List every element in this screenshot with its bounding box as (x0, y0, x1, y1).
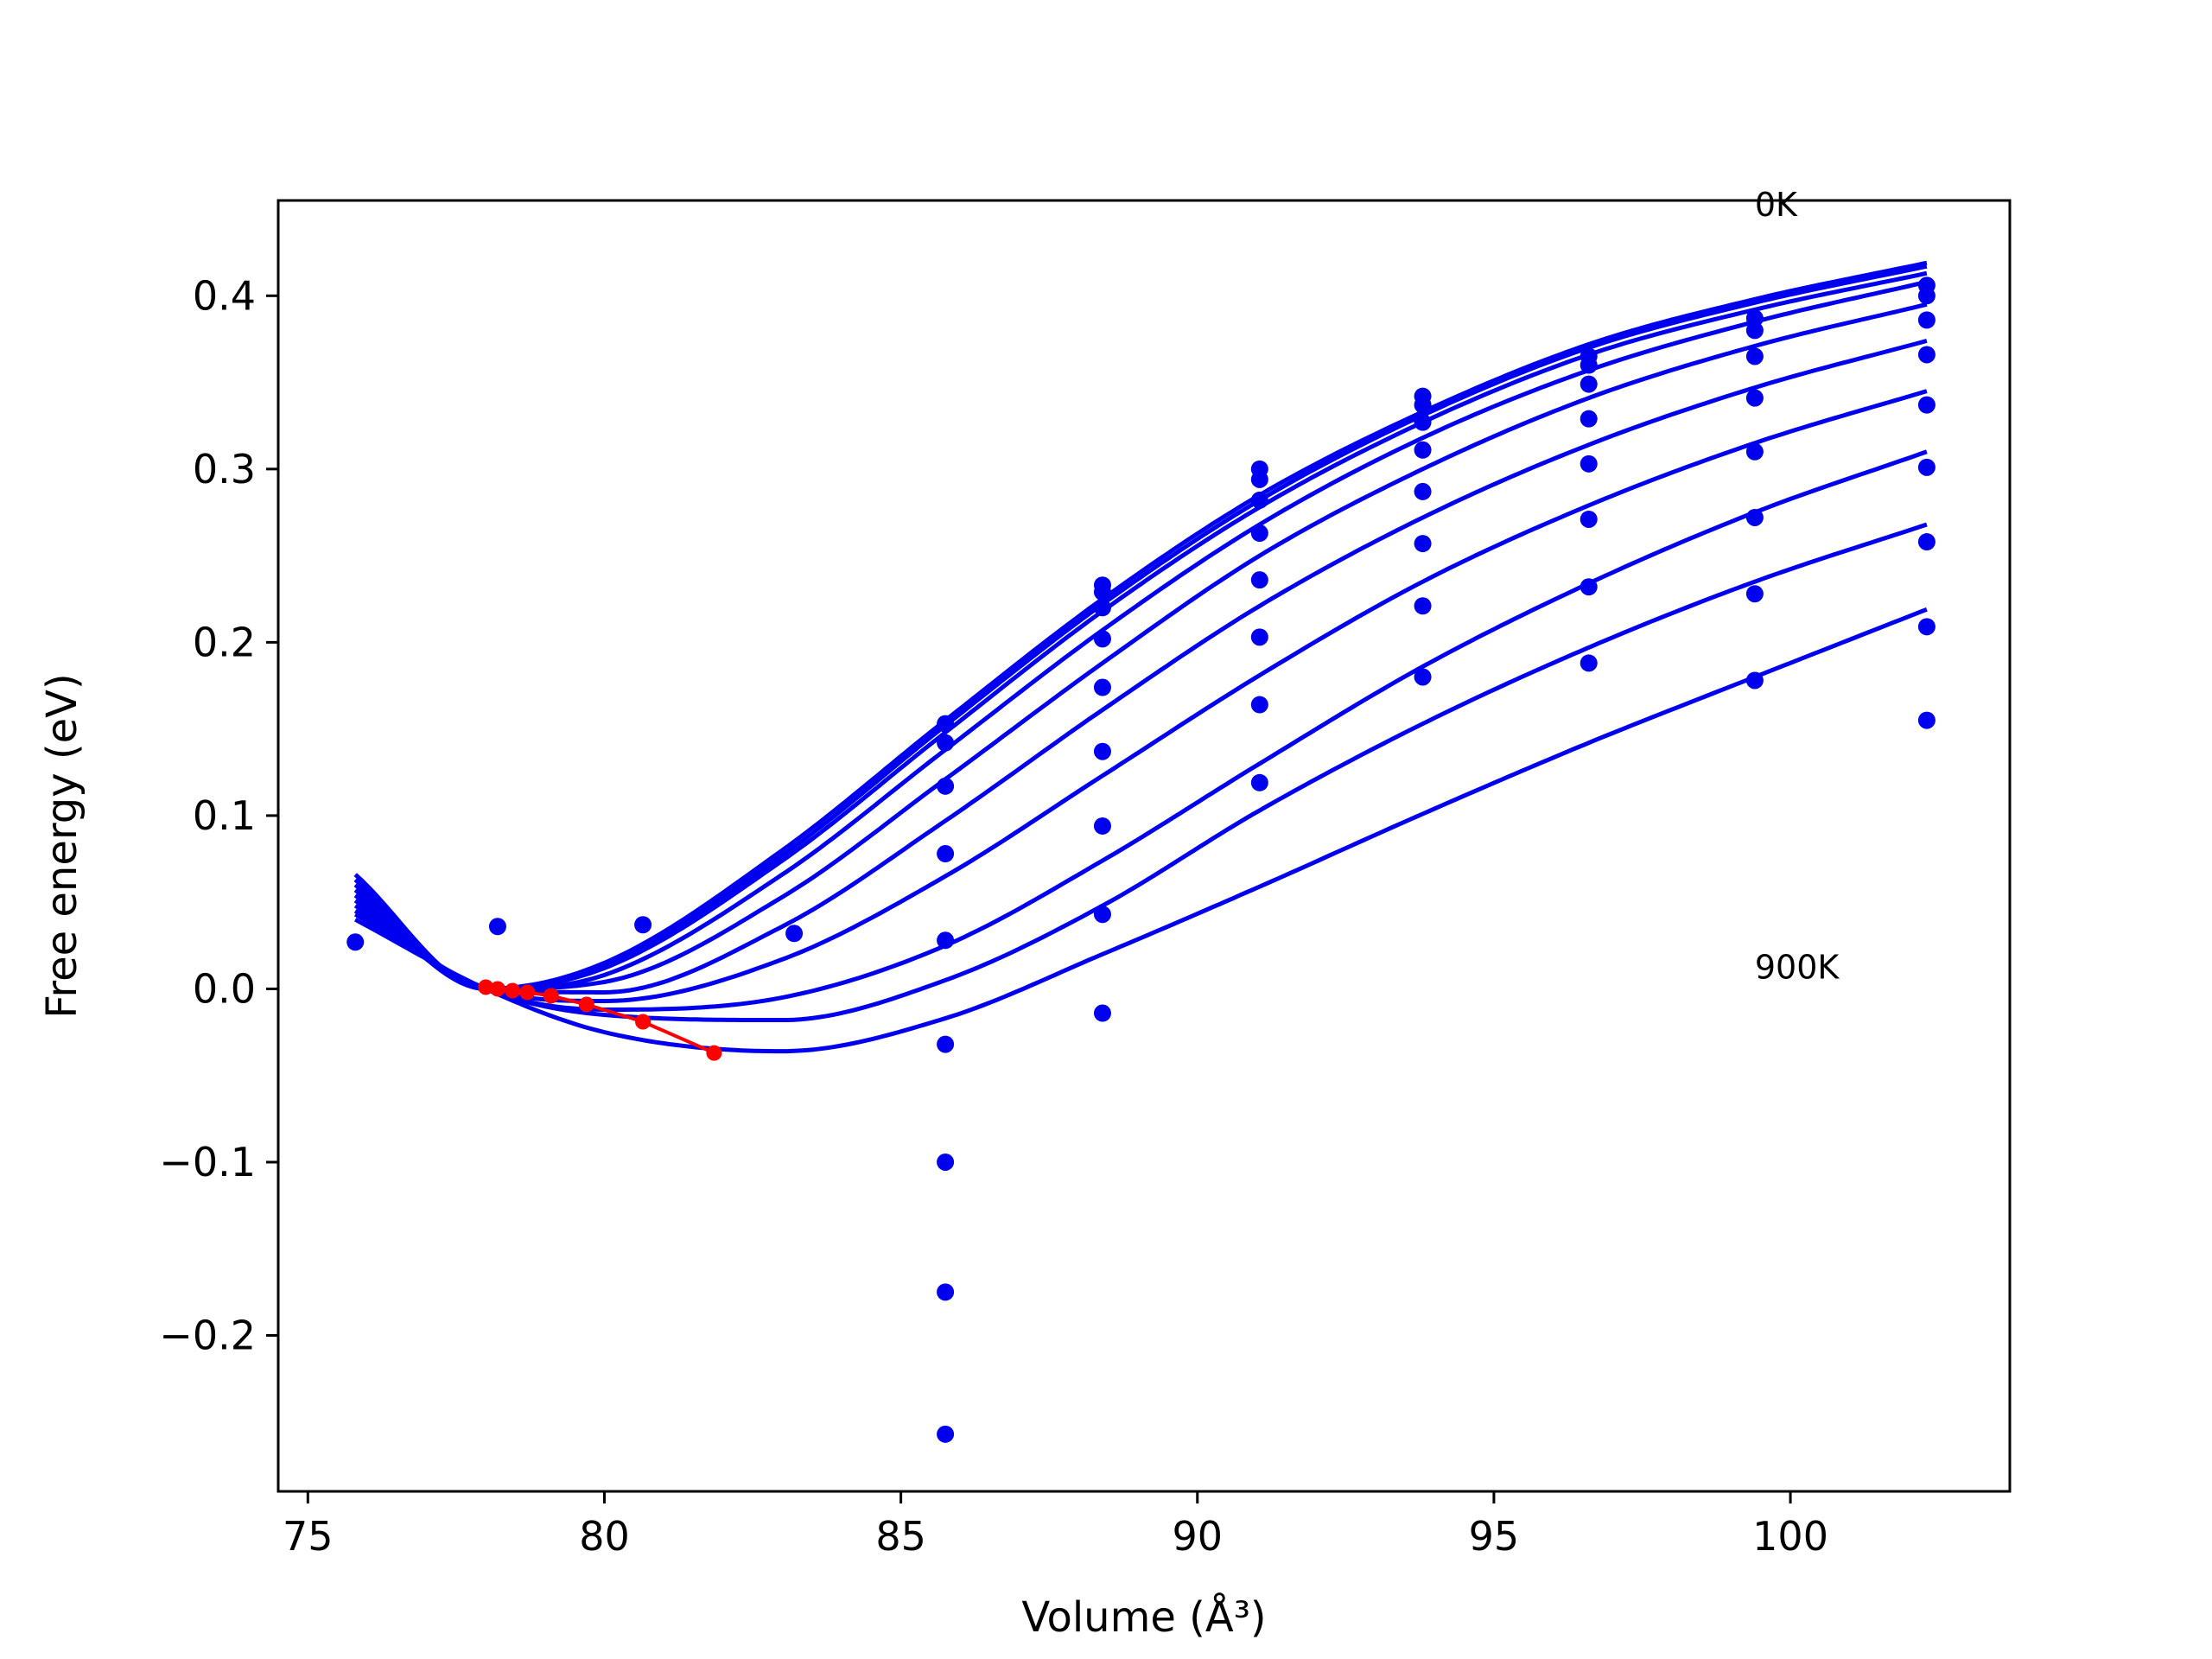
x-tick-label: 85 (875, 1513, 926, 1560)
data-point (1093, 583, 1111, 601)
data-point (1917, 533, 1936, 551)
fit-curve-6 (353, 389, 1928, 1003)
minima-point (706, 1045, 722, 1061)
y-tick-label: 0.2 (193, 619, 256, 665)
data-point (1745, 585, 1764, 603)
x-tick-label: 100 (1752, 1513, 1828, 1560)
data-point (1745, 389, 1764, 407)
data-point (937, 931, 955, 950)
x-axis: 75 80 85 90 95 100 (283, 1491, 1828, 1560)
minima-point (543, 988, 559, 1004)
data-point (937, 715, 955, 733)
fit-curve-9 (354, 607, 1928, 1054)
fit-curve-7 (353, 449, 1928, 1012)
minima-point (478, 979, 494, 995)
data-point (1250, 491, 1268, 509)
data-point (937, 734, 955, 752)
y-tick-label: 0.3 (193, 446, 256, 493)
data-point (1414, 413, 1432, 431)
fit-curve-3 (353, 279, 1928, 991)
x-tick-label: 90 (1172, 1513, 1223, 1560)
plot-frame (276, 199, 2012, 1493)
data-point (1093, 742, 1111, 760)
data-point (937, 1153, 955, 1171)
fit-curve-4 (353, 302, 1928, 991)
y-axis: −0.2 −0.1 0.0 0.1 0.2 0.3 0.4 (159, 272, 278, 1359)
fit-curves (353, 260, 1928, 1054)
data-point (1414, 482, 1432, 500)
x-tick-label: 75 (283, 1513, 334, 1560)
x-tick-label: 95 (1469, 1513, 1520, 1560)
y-axis-label: Free energy (eV) (38, 673, 86, 1018)
data-point (1917, 458, 1936, 476)
data-point (1250, 470, 1268, 488)
data-points (346, 276, 1936, 1443)
data-point (488, 918, 506, 936)
data-point (1580, 454, 1598, 473)
data-point (1093, 678, 1111, 696)
data-point (937, 845, 955, 863)
data-point (1745, 671, 1764, 690)
data-point (1414, 668, 1432, 686)
data-point (1745, 508, 1764, 526)
data-point (1250, 571, 1268, 589)
data-point (1414, 441, 1432, 459)
data-point (1093, 1004, 1111, 1022)
data-point (1250, 524, 1268, 543)
y-tick-label: 0.1 (193, 792, 256, 839)
data-point (1580, 654, 1598, 672)
minima-point (505, 982, 521, 999)
data-point (937, 1035, 955, 1053)
data-point (1580, 375, 1598, 393)
data-point (937, 1425, 955, 1443)
y-tick-label: −0.2 (159, 1313, 256, 1359)
data-point (1414, 535, 1432, 553)
data-point (1093, 817, 1111, 835)
data-point (1917, 618, 1936, 636)
data-point (1917, 287, 1936, 305)
annotation-900k: 900K (1755, 948, 1840, 986)
data-point (1093, 599, 1111, 617)
data-point (1917, 711, 1936, 729)
data-point (1093, 630, 1111, 648)
data-point (1580, 356, 1598, 374)
data-point (1580, 410, 1598, 428)
data-point (1745, 347, 1764, 365)
fit-curve-8 (353, 522, 1928, 1022)
data-point (785, 925, 804, 943)
minima-point (635, 1014, 652, 1030)
data-point (1745, 321, 1764, 340)
data-point (1250, 773, 1268, 791)
data-point (937, 777, 955, 795)
y-tick-label: 0.4 (193, 272, 256, 319)
data-point (1250, 696, 1268, 714)
annotation-0k: 0K (1755, 186, 1798, 224)
data-point (937, 1283, 955, 1301)
data-point (1414, 597, 1432, 615)
data-point (1250, 628, 1268, 646)
data-point (1093, 906, 1111, 924)
data-point (1580, 510, 1598, 528)
data-point (1745, 442, 1764, 461)
minima-series (478, 979, 722, 1061)
fit-curve-2 (353, 270, 1928, 991)
data-point (634, 916, 652, 934)
data-point (1414, 396, 1432, 414)
data-point (1745, 309, 1764, 327)
data-point (1917, 311, 1936, 329)
x-tick-label: 80 (579, 1513, 630, 1560)
x-axis-label: Volume (Å³) (1021, 1592, 1266, 1642)
data-point (1917, 346, 1936, 364)
data-point (1917, 396, 1936, 414)
data-point (346, 933, 365, 951)
y-tick-label: 0.0 (193, 965, 256, 1012)
data-point (1580, 578, 1598, 596)
minima-point (519, 984, 536, 1001)
fit-curve-1 (353, 264, 1928, 991)
y-tick-label: −0.1 (159, 1139, 256, 1185)
minima-point (489, 981, 505, 997)
minima-point (578, 996, 594, 1013)
fit-curve-5 (353, 338, 1928, 995)
